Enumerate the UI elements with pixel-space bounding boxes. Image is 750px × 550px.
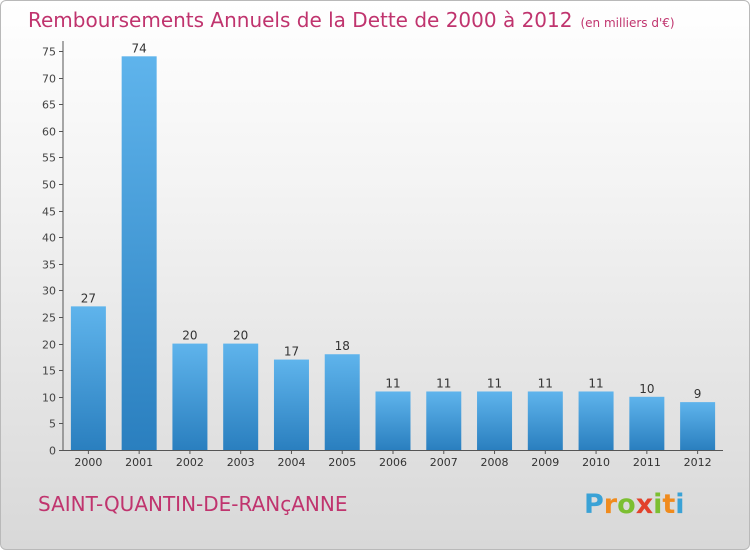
y-tick-label: 45: [42, 206, 56, 219]
bar-value-label: 11: [436, 376, 451, 390]
proxiti-logo: Proxiti: [584, 489, 685, 520]
bar: [273, 359, 309, 450]
x-tick-label: 2010: [582, 456, 610, 469]
town-name: SAINT-QUANTIN-DE-RANçANNE: [38, 492, 348, 516]
y-tick-label: 20: [42, 339, 56, 352]
x-tick-label: 2006: [379, 456, 407, 469]
y-tick-label: 70: [42, 73, 56, 86]
bar: [477, 391, 513, 450]
x-tick-label: 2009: [531, 456, 559, 469]
bar-value-label: 9: [694, 387, 702, 401]
x-tick-label: 2008: [481, 456, 509, 469]
y-tick-label: 75: [42, 46, 56, 59]
bar-value-label: 10: [639, 382, 654, 396]
x-tick-label: 2002: [176, 456, 204, 469]
y-tick-label: 15: [42, 365, 56, 378]
bar-value-label: 20: [233, 329, 248, 343]
y-tick-label: 40: [42, 232, 56, 245]
y-tick-label: 55: [42, 152, 56, 165]
bar: [426, 391, 462, 450]
x-tick-label: 2007: [430, 456, 458, 469]
chart-unit: (en milliers d'€): [580, 16, 675, 30]
bar-value-label: 20: [182, 329, 197, 343]
bar-value-label: 18: [335, 339, 350, 353]
chart-title-text: Remboursements Annuels de la Dette de 20…: [28, 8, 573, 32]
x-tick-label: 2001: [125, 456, 153, 469]
bar-value-label: 17: [284, 345, 299, 359]
y-tick-label: 0: [49, 445, 56, 458]
y-tick-label: 25: [42, 312, 56, 325]
bar: [375, 391, 411, 450]
bar-value-label: 27: [81, 291, 96, 305]
y-tick-label: 35: [42, 259, 56, 272]
y-tick-label: 60: [42, 126, 56, 139]
bar: [70, 306, 106, 450]
bar-value-label: 11: [385, 376, 400, 390]
bar: [680, 402, 716, 450]
y-tick-label: 30: [42, 285, 56, 298]
bar: [324, 354, 360, 450]
y-tick-label: 5: [49, 418, 56, 431]
bar: [578, 391, 614, 450]
x-tick-label: 2005: [328, 456, 356, 469]
x-tick-label: 2011: [633, 456, 661, 469]
y-tick-label: 10: [42, 392, 56, 405]
bar: [121, 56, 157, 450]
chart-title: Remboursements Annuels de la Dette de 20…: [28, 8, 675, 32]
x-tick-label: 2000: [74, 456, 102, 469]
x-tick-label: 2004: [277, 456, 305, 469]
bar-value-label: 11: [588, 376, 603, 390]
bar-value-label: 11: [538, 376, 553, 390]
bar: [172, 343, 208, 450]
bar-value-label: 11: [487, 376, 502, 390]
bar-value-label: 74: [132, 41, 147, 55]
x-tick-label: 2012: [684, 456, 712, 469]
y-tick-label: 50: [42, 179, 56, 192]
x-tick-label: 2003: [227, 456, 255, 469]
bar: [223, 343, 259, 450]
bar: [629, 396, 665, 450]
bar: [527, 391, 563, 450]
y-tick-label: 65: [42, 99, 56, 112]
